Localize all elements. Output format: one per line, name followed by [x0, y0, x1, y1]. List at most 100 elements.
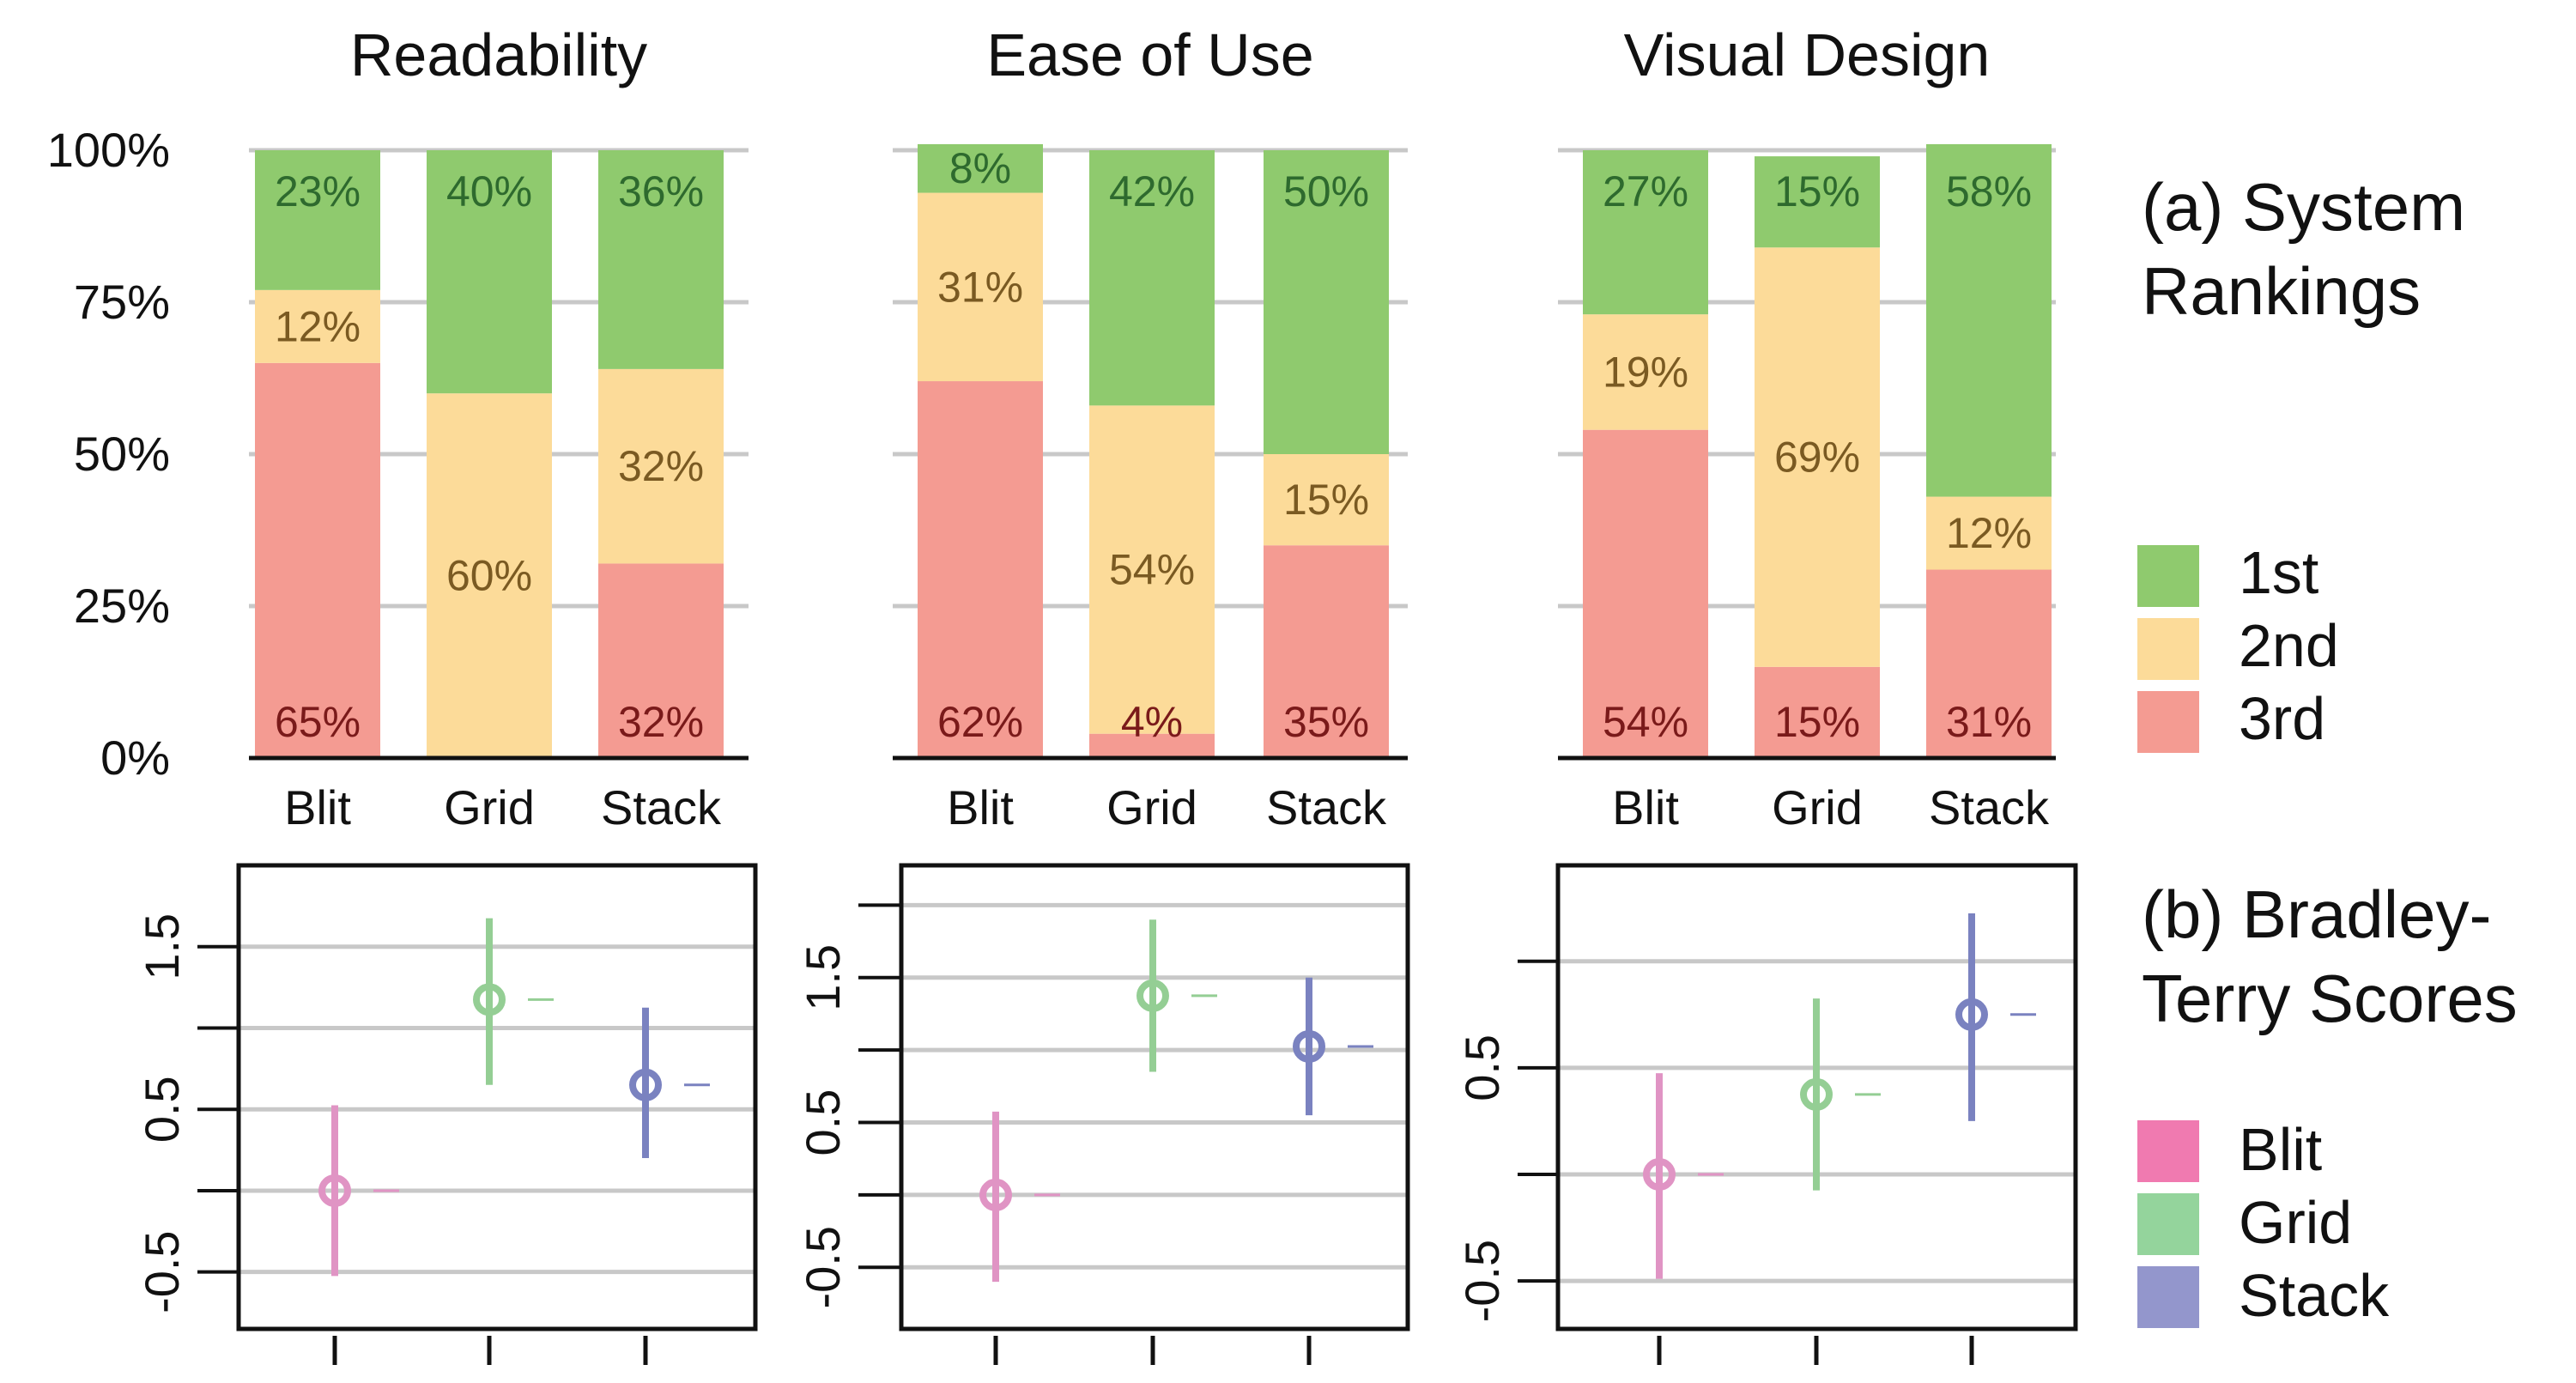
x-tick-label-stack: Stack	[1266, 780, 1387, 834]
y-tick-label: 0.5	[135, 1076, 189, 1143]
bar-segment-blit-1st	[255, 150, 380, 290]
legend-swatch-1st	[2137, 545, 2199, 607]
point-blit	[318, 1174, 351, 1207]
data-label: 65%	[275, 698, 361, 746]
y-tick-label: -0.5	[135, 1230, 189, 1313]
legend-swatch-stack	[2137, 1266, 2199, 1328]
data-label: 15%	[1774, 698, 1860, 746]
panel-title: Visual Design	[1624, 21, 1991, 88]
legend-label-2nd: 2nd	[2239, 612, 2339, 679]
y-tick-label: 100%	[47, 123, 170, 177]
bar-segment-grid-2nd	[1089, 405, 1215, 734]
data-label: 58%	[1946, 167, 2032, 215]
data-label: 54%	[1109, 546, 1195, 594]
data-label: 32%	[618, 442, 704, 490]
legend-swatch-blit	[2137, 1120, 2199, 1182]
x-tick-label-stack: Stack	[1929, 780, 2050, 834]
x-tick-label-stack: Stack	[601, 780, 722, 834]
bar-segment-grid-1st	[1089, 150, 1215, 406]
legend-swatch-2nd	[2137, 618, 2199, 680]
plot-frame	[1555, 863, 2078, 1331]
data-label: 31%	[937, 263, 1023, 311]
bar-segment-stack-3rd	[598, 563, 724, 758]
bar-panel-readability: Readability 65% 12% 23% Blit 60% 40% Grid 32% 32%…	[47, 21, 749, 834]
x-tick-label-blit: Blit	[284, 780, 351, 834]
data-label: 12%	[275, 302, 361, 350]
x-tick-label-blit: Blit	[1612, 780, 1679, 834]
y-tick-label: -0.5	[1455, 1240, 1509, 1323]
point-stack	[629, 1068, 662, 1101]
bar-segment-grid-1st	[427, 150, 552, 394]
legend-label-blit: Blit	[2239, 1116, 2322, 1183]
legend-swatch-grid	[2137, 1193, 2199, 1255]
point-grid	[1136, 979, 1169, 1012]
data-label: 54%	[1603, 698, 1688, 746]
legend-label-3rd: 3rd	[2239, 685, 2325, 752]
data-label: 35%	[1283, 698, 1369, 746]
bar-segment-blit-2nd	[255, 289, 380, 363]
legend-b-title-line1: (b) Bradley-	[2142, 877, 2491, 952]
ranking-bar-charts: Readability 65% 12% 23% Blit 60% 40% Grid 32% 32%…	[47, 21, 2056, 834]
point-grid	[1800, 1077, 1833, 1111]
legend-label-grid: Grid	[2239, 1189, 2352, 1256]
bar-segment-grid-3rd	[1089, 733, 1215, 758]
bar-segment-stack-1st	[1926, 143, 2052, 497]
point-grid	[473, 983, 506, 1016]
bar-segment-stack-2nd	[1264, 454, 1389, 546]
data-label: 69%	[1774, 434, 1860, 482]
y-tick-label: -0.5	[796, 1226, 850, 1309]
bar-segment-grid-2nd	[427, 393, 552, 758]
y-tick-label: 25%	[74, 579, 170, 633]
legend-label-stack: Stack	[2239, 1262, 2390, 1329]
bt-panel-1: -0.5 0.5 1.5	[135, 863, 758, 1365]
bar-segment-blit-1st	[918, 143, 1043, 193]
bar-segment-blit-2nd	[918, 192, 1043, 382]
x-tick-label-grid: Grid	[444, 780, 535, 834]
bar-segment-blit-3rd	[918, 381, 1043, 758]
y-tick-label: 1.5	[796, 944, 850, 1011]
data-label: 40%	[446, 167, 532, 215]
data-label: 60%	[446, 552, 532, 600]
bar-segment-blit-3rd	[255, 362, 380, 758]
legend-swatch-3rd	[2137, 691, 2199, 753]
data-label: 42%	[1109, 167, 1195, 215]
data-label: 8%	[949, 144, 1011, 192]
plot-frame	[899, 863, 1410, 1331]
bar-segment-stack-1st	[1264, 150, 1389, 454]
bar-segment-grid-3rd	[1755, 666, 1880, 758]
bt-panel-2: -0.5 0.5 1.5	[796, 863, 1410, 1365]
data-label: 19%	[1603, 348, 1688, 396]
x-tick-label-blit: Blit	[947, 780, 1014, 834]
point-blit	[979, 1178, 1012, 1211]
bt-panel-3: -0.5 0.5	[1455, 863, 2078, 1365]
y-tick-label: 50%	[74, 427, 170, 481]
data-label: 12%	[1946, 509, 2032, 557]
y-tick-label: 0%	[100, 731, 170, 785]
legend-a-title-line1: (a) System	[2142, 169, 2465, 245]
legend-label-1st: 1st	[2239, 539, 2318, 606]
bar-segment-blit-3rd	[1583, 429, 1708, 758]
data-label: 27%	[1603, 167, 1688, 215]
bar-segment-stack-1st	[598, 150, 724, 369]
y-tick-label: 1.5	[135, 913, 189, 980]
y-tick-label: 75%	[74, 275, 170, 329]
x-tick-label-grid: Grid	[1106, 780, 1197, 834]
y-tick-label: 0.5	[796, 1089, 850, 1156]
data-label: 4%	[1121, 698, 1183, 746]
bradley-terry-charts: -0.5 0.5 1.5 -0.5 0.5 1.5 -0.5 0.5	[135, 863, 2078, 1365]
panel-title: Ease of Use	[986, 21, 1313, 88]
panel-title: Readability	[350, 21, 647, 88]
bar-segment-stack-3rd	[1926, 569, 2052, 758]
point-stack	[1955, 998, 1988, 1031]
bar-segment-stack-3rd	[1264, 545, 1389, 758]
bar-segment-stack-2nd	[598, 368, 724, 564]
bar-segment-grid-1st	[1755, 156, 1880, 248]
bar-segment-blit-1st	[1583, 150, 1708, 315]
bar-segment-stack-2nd	[1926, 496, 2052, 570]
plot-frame	[236, 863, 758, 1331]
legend-b-title-line2: Terry Scores	[2142, 961, 2518, 1036]
data-label: 36%	[618, 167, 704, 215]
